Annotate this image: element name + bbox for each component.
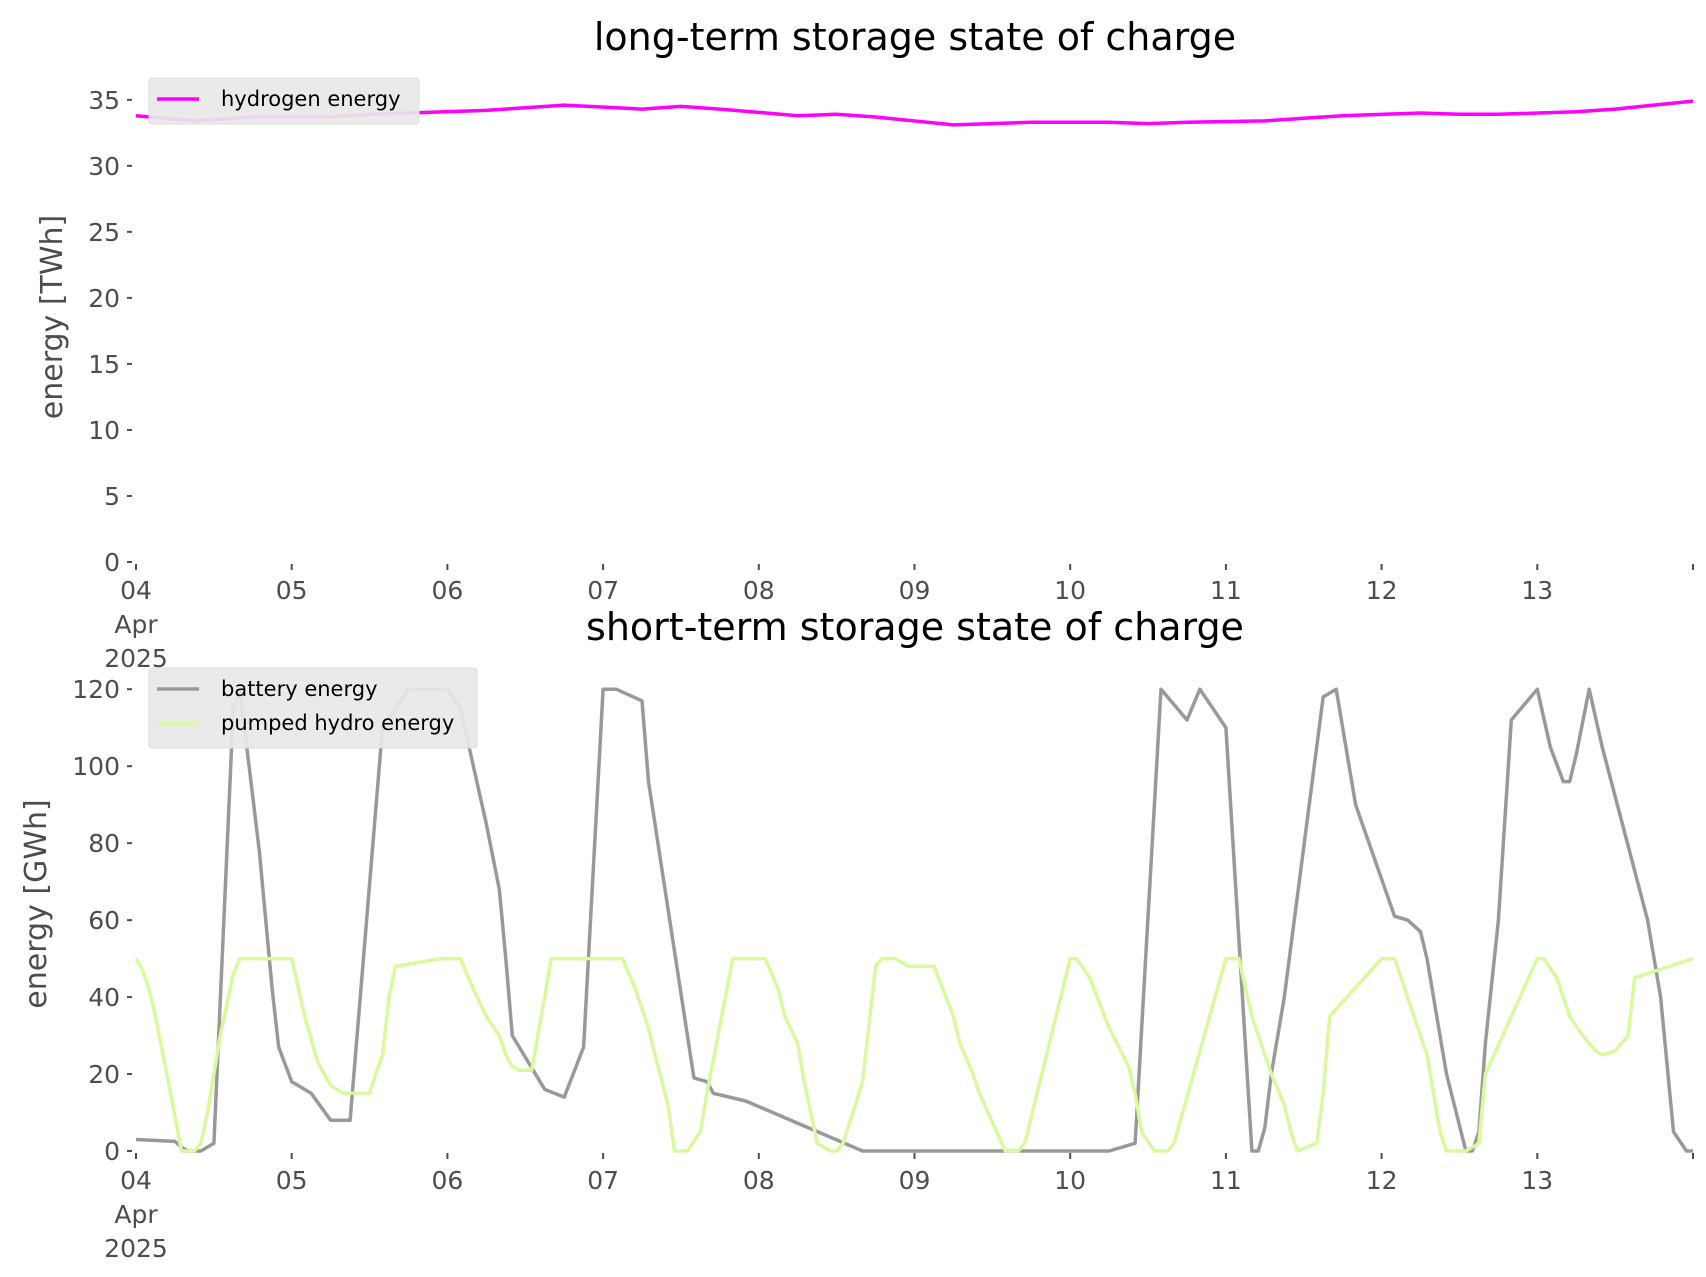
y-tick-label: 60 <box>88 906 120 935</box>
x-tick-label: 09 <box>899 576 931 605</box>
y-axis-label: energy [GWh] <box>19 799 54 1008</box>
x-tick-label: 04 <box>120 1166 152 1195</box>
chart-title: short-term storage state of charge <box>586 605 1244 649</box>
x-tick-sublabel: Apr <box>114 610 158 639</box>
y-tick-label: 0 <box>104 1137 120 1166</box>
x-tick-label: 11 <box>1210 1166 1242 1195</box>
legend: hydrogen energy <box>148 77 420 125</box>
y-tick-label: 0 <box>104 548 120 577</box>
legend-label: hydrogen energy <box>221 87 401 111</box>
x-tick-label: 10 <box>1054 1166 1086 1195</box>
x-tick-sublabel: Apr <box>114 1200 158 1229</box>
x-tick-label: 13 <box>1521 576 1553 605</box>
x-tick-label: 11 <box>1210 576 1242 605</box>
y-tick-label: 120 <box>72 675 120 704</box>
x-tick-label: 12 <box>1366 1166 1398 1195</box>
y-axis-label: energy [TWh] <box>35 215 70 419</box>
x-tick-label: 10 <box>1054 576 1086 605</box>
y-tick-label: 25 <box>88 218 120 247</box>
y-tick-label: 15 <box>88 350 120 379</box>
x-tick-label: 13 <box>1521 1166 1553 1195</box>
y-axis: 0 20 40 60 80 100 120 <box>72 675 132 1166</box>
y-tick-label: 35 <box>88 86 120 115</box>
y-tick-label: 40 <box>88 983 120 1012</box>
legend-label: pumped hydro energy <box>221 711 454 735</box>
y-tick-label: 30 <box>88 152 120 181</box>
y-tick-label: 100 <box>72 752 120 781</box>
x-tick-label: 09 <box>899 1166 931 1195</box>
x-tick-label: 07 <box>587 1166 619 1195</box>
long-term-panel: long-term storage state of charge energy… <box>35 15 1694 673</box>
legend-box <box>148 667 478 749</box>
x-tick-label: 12 <box>1366 576 1398 605</box>
x-tick-label: 05 <box>276 576 308 605</box>
legend: battery energy pumped hydro energy <box>148 667 478 749</box>
y-tick-label: 5 <box>104 482 120 511</box>
x-tick-label: 05 <box>276 1166 308 1195</box>
x-tick-label: 06 <box>431 1166 463 1195</box>
series-line <box>134 956 1694 1153</box>
y-tick-label: 80 <box>88 829 120 858</box>
y-tick-label: 20 <box>88 284 120 313</box>
chart-title: long-term storage state of charge <box>594 15 1236 59</box>
y-tick-label: 10 <box>88 416 120 445</box>
y-axis: 0 5 10 15 20 25 30 35 <box>88 86 132 577</box>
x-tick-label: 08 <box>743 576 775 605</box>
y-tick-label: 20 <box>88 1060 120 1089</box>
short-term-panel: short-term storage state of charge energ… <box>19 605 1694 1263</box>
x-tick-label: 04 <box>120 576 152 605</box>
x-tick-label: 08 <box>743 1166 775 1195</box>
legend-label: battery energy <box>221 677 378 701</box>
x-axis: 04 Apr 2025 05 06 07 08 09 10 11 12 13 <box>104 1153 1694 1263</box>
x-tick-label: 07 <box>587 576 619 605</box>
x-tick-sublabel: 2025 <box>104 1234 168 1263</box>
legend-box <box>148 77 420 125</box>
x-tick-label: 06 <box>431 576 463 605</box>
plot-area <box>134 687 1694 1153</box>
series-line <box>135 687 1693 1153</box>
